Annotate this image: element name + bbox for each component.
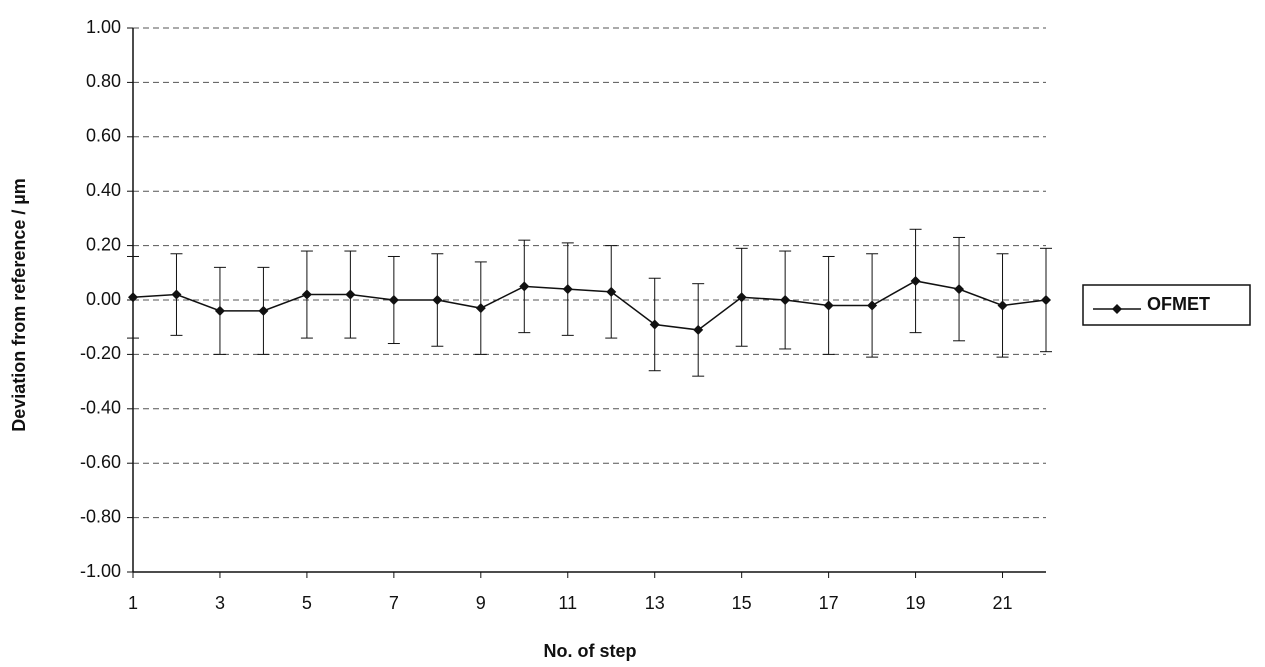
y-tick-label: 0.00 xyxy=(86,289,121,309)
data-point xyxy=(823,300,834,311)
x-tick-label: 9 xyxy=(476,593,486,613)
data-point xyxy=(519,281,530,292)
data-point xyxy=(214,305,225,316)
x-tick-label: 19 xyxy=(906,593,926,613)
y-tick-label: 0.20 xyxy=(86,234,121,254)
legend-label: OFMET xyxy=(1147,294,1210,314)
data-point xyxy=(345,289,356,300)
data-point xyxy=(867,300,878,311)
data-point xyxy=(258,305,269,316)
x-tick-label: 5 xyxy=(302,593,312,613)
data-point xyxy=(606,286,617,297)
data-point xyxy=(954,284,965,295)
x-tick-label: 1 xyxy=(128,593,138,613)
x-tick-label: 15 xyxy=(732,593,752,613)
data-point xyxy=(997,300,1008,311)
y-tick-label: -0.20 xyxy=(80,343,121,363)
y-tick-label: 0.80 xyxy=(86,71,121,91)
data-point xyxy=(780,295,791,305)
data-point xyxy=(693,324,704,335)
y-tick-label: -0.80 xyxy=(80,506,121,526)
x-tick-label: 21 xyxy=(993,593,1013,613)
data-line xyxy=(132,280,1047,331)
y-tick-label: 0.40 xyxy=(86,180,121,200)
x-tick-label: 13 xyxy=(645,593,665,613)
data-point xyxy=(736,292,747,303)
data-point xyxy=(910,275,921,286)
data-point xyxy=(432,295,443,305)
y-tick-label: -1.00 xyxy=(80,561,121,581)
legend-marker xyxy=(1112,304,1122,314)
data-point xyxy=(388,295,399,305)
data-point xyxy=(475,303,486,314)
y-tick-label: -0.40 xyxy=(80,398,121,418)
y-axis-title: Deviation from reference / µm xyxy=(9,178,29,431)
data-point xyxy=(301,289,312,300)
data-point xyxy=(649,319,660,330)
x-tick-label: 11 xyxy=(558,593,577,613)
data-point xyxy=(171,289,182,300)
data-point xyxy=(128,292,138,303)
x-tick-label: 17 xyxy=(819,593,839,613)
x-tick-label: 7 xyxy=(389,593,399,613)
data-point xyxy=(562,284,573,295)
y-tick-label: -0.60 xyxy=(80,452,121,472)
x-tick-label: 3 xyxy=(215,593,225,613)
y-tick-label: 0.60 xyxy=(86,126,121,146)
x-axis-title: No. of step xyxy=(544,641,637,661)
legend-box xyxy=(1082,284,1251,326)
y-tick-label: 1.00 xyxy=(86,17,121,37)
data-point xyxy=(1041,295,1051,305)
